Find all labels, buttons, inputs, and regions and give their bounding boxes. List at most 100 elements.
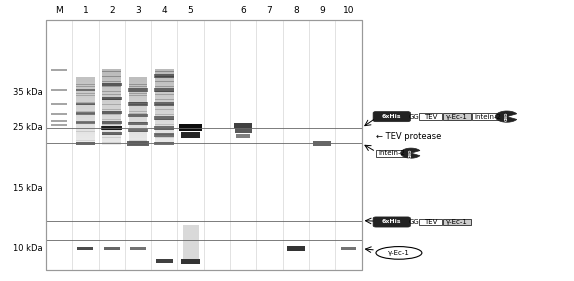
Bar <box>76 91 95 94</box>
Text: M: M <box>55 6 63 15</box>
Bar <box>155 79 173 82</box>
Bar <box>129 115 147 118</box>
Bar <box>76 136 95 139</box>
Bar <box>155 127 173 130</box>
Bar <box>155 89 173 92</box>
Bar <box>103 74 121 77</box>
Bar <box>129 100 147 103</box>
Bar <box>129 124 147 127</box>
Bar <box>76 100 95 103</box>
FancyBboxPatch shape <box>373 112 410 122</box>
Bar <box>129 129 147 132</box>
Bar <box>129 127 147 130</box>
Text: TEV: TEV <box>424 114 437 120</box>
Bar <box>129 86 147 89</box>
Bar <box>103 114 121 117</box>
Bar <box>129 77 147 80</box>
Bar <box>155 122 173 125</box>
Bar <box>376 150 408 157</box>
Bar <box>129 118 147 121</box>
Bar <box>129 140 147 143</box>
Text: TEV: TEV <box>424 219 437 225</box>
Bar <box>76 111 95 114</box>
Bar <box>155 137 173 140</box>
Bar <box>103 87 121 89</box>
Bar <box>103 122 121 125</box>
Bar <box>155 124 173 127</box>
Bar <box>103 112 121 115</box>
Bar <box>51 89 67 91</box>
Bar <box>419 219 442 225</box>
Bar <box>129 89 147 91</box>
Bar <box>102 126 122 130</box>
Bar <box>76 77 95 80</box>
Bar <box>76 115 95 118</box>
Text: 35 kDa: 35 kDa <box>13 88 43 97</box>
Bar <box>155 69 173 72</box>
Bar <box>103 127 121 130</box>
Bar <box>102 111 122 114</box>
Bar <box>236 134 250 138</box>
Text: 15 kDa: 15 kDa <box>13 184 43 193</box>
Bar <box>180 124 202 131</box>
Bar <box>313 141 331 146</box>
Bar <box>155 94 173 97</box>
Bar <box>103 94 121 97</box>
Bar <box>155 109 173 112</box>
Bar <box>155 119 173 122</box>
Bar <box>76 133 95 136</box>
Bar <box>103 81 121 84</box>
Bar <box>76 121 95 124</box>
Text: 4: 4 <box>161 6 167 15</box>
Bar <box>155 99 173 102</box>
Bar <box>102 132 122 135</box>
Bar <box>51 103 67 105</box>
Text: γ-Eᴄ-1: γ-Eᴄ-1 <box>388 250 410 256</box>
Bar <box>103 76 121 79</box>
Bar <box>129 131 147 134</box>
Bar <box>76 104 95 107</box>
Text: 6xHis: 6xHis <box>382 219 401 225</box>
Text: CBD: CBD <box>505 112 509 121</box>
Bar <box>76 131 95 134</box>
Bar <box>76 84 95 87</box>
Text: CBD: CBD <box>409 148 413 158</box>
Bar <box>129 111 147 114</box>
Bar <box>76 82 95 85</box>
Bar <box>103 124 121 127</box>
Bar <box>76 89 95 91</box>
Text: γ-Eᴄ-1: γ-Eᴄ-1 <box>446 219 468 225</box>
Bar <box>76 120 95 123</box>
Bar <box>129 109 147 112</box>
Bar <box>129 138 147 141</box>
Wedge shape <box>495 111 517 122</box>
Text: 2: 2 <box>109 6 114 15</box>
Bar <box>103 104 121 107</box>
Text: 10: 10 <box>343 6 354 15</box>
Bar <box>51 120 67 122</box>
Text: GG: GG <box>409 114 420 120</box>
Bar <box>419 113 442 120</box>
Bar <box>102 97 122 100</box>
Bar <box>103 79 121 82</box>
Bar <box>154 142 174 145</box>
Bar <box>128 129 148 132</box>
Bar <box>103 71 121 74</box>
Bar <box>155 107 173 110</box>
Bar <box>76 98 95 100</box>
Bar <box>154 102 174 106</box>
Bar <box>129 106 147 109</box>
Text: ← TEV protease: ← TEV protease <box>376 132 441 141</box>
Bar <box>76 129 95 132</box>
Bar <box>154 88 174 92</box>
Bar <box>154 74 174 78</box>
Bar <box>130 247 146 250</box>
FancyBboxPatch shape <box>373 217 410 227</box>
Text: 8: 8 <box>293 6 298 15</box>
Text: 6: 6 <box>241 6 246 15</box>
Bar <box>76 93 95 96</box>
Bar <box>103 102 121 105</box>
Bar <box>155 84 173 87</box>
Bar <box>76 124 95 127</box>
Bar <box>183 225 199 259</box>
